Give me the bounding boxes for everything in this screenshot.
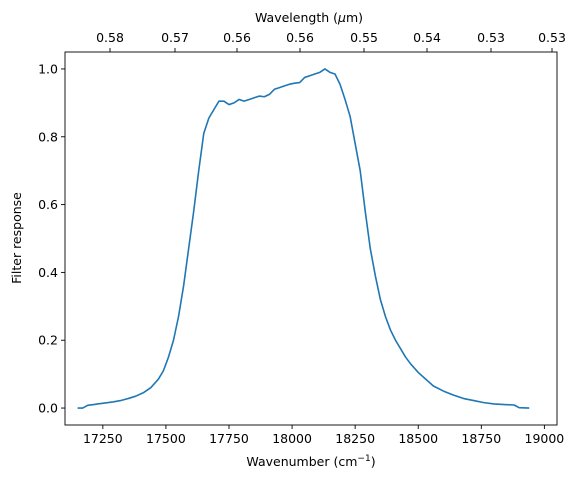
x-axis-label: Wavenumber (cm−1) xyxy=(246,454,375,469)
top-x-tick-label: 0.56 xyxy=(286,30,314,45)
y-axis-label: Filter response xyxy=(9,192,24,284)
plot-area xyxy=(65,52,557,425)
y-tick-label: 0.8 xyxy=(38,129,58,144)
y-tick-label: 0.0 xyxy=(38,401,58,416)
top-x-axis-label: Wavelength (μm) xyxy=(255,10,363,25)
filter-response-line xyxy=(77,68,530,409)
y-tick-label: 0.2 xyxy=(38,333,58,348)
y-axis: 0.0 0.2 0.4 0.6 0.8 1.0 xyxy=(38,61,65,416)
bottom-x-axis: 17250 17500 17750 18000 18250 18500 18750 19000 xyxy=(83,425,564,446)
y-tick-label: 1.0 xyxy=(38,61,58,76)
top-x-tick-label: 0.57 xyxy=(161,30,189,45)
top-x-tick-label: 0.55 xyxy=(350,30,378,45)
plot-frame xyxy=(64,51,558,426)
x-tick-label: 17500 xyxy=(146,431,186,446)
top-x-tick-label: 0.58 xyxy=(96,30,124,45)
x-tick-label: 18750 xyxy=(461,431,501,446)
y-tick-label: 0.6 xyxy=(38,197,58,212)
top-x-axis: 0.58 0.57 0.56 0.56 0.55 0.54 0.53 0.53 xyxy=(96,30,566,52)
top-x-tick-label: 0.53 xyxy=(538,30,566,45)
x-tick-label: 18000 xyxy=(272,431,312,446)
x-tick-label: 17250 xyxy=(83,431,123,446)
x-tick-label: 19000 xyxy=(525,431,565,446)
top-x-tick-label: 0.54 xyxy=(413,30,441,45)
top-x-tick-label: 0.56 xyxy=(223,30,251,45)
top-x-tick-label: 0.53 xyxy=(477,30,505,45)
y-tick-label: 0.4 xyxy=(38,265,58,280)
x-tick-label: 17750 xyxy=(209,431,249,446)
x-tick-label: 18250 xyxy=(335,431,375,446)
x-tick-label: 18500 xyxy=(398,431,438,446)
